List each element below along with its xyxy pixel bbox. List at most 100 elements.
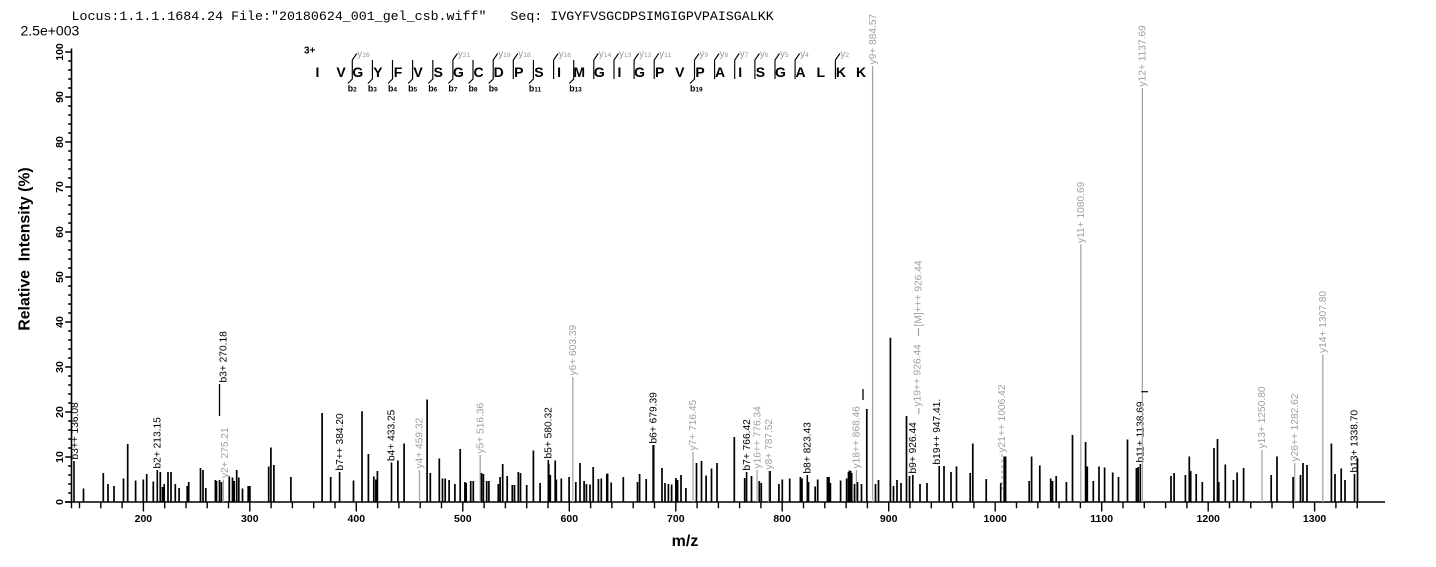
svg-text:K: K <box>856 64 866 80</box>
svg-text:b11+ 1138.69: b11+ 1138.69 <box>1136 401 1147 462</box>
svg-text:P: P <box>514 64 523 80</box>
svg-text:b7: b7 <box>448 84 457 94</box>
svg-text:G: G <box>594 64 605 80</box>
svg-text:I: I <box>738 64 742 80</box>
svg-text:Relative Intensity (%): Relative Intensity (%) <box>17 167 34 330</box>
svg-text:y13: y13 <box>619 49 632 60</box>
svg-text:V: V <box>675 64 685 80</box>
svg-text:b6+ 679.39: b6+ 679.39 <box>649 392 660 444</box>
svg-text:y14+ 1307.80: y14+ 1307.80 <box>1318 291 1329 353</box>
svg-text:b5: b5 <box>408 84 417 94</box>
svg-text:b7++ 384.20: b7++ 384.20 <box>335 413 346 471</box>
svg-text:y16: y16 <box>559 49 572 60</box>
svg-text:60: 60 <box>54 226 66 238</box>
svg-text:C: C <box>473 64 483 80</box>
svg-text:y9: y9 <box>700 49 709 60</box>
svg-text:y2+ 275.21: y2+ 275.21 <box>220 427 231 478</box>
svg-text:b4: b4 <box>388 84 397 94</box>
svg-text:y12: y12 <box>639 49 652 60</box>
svg-text:G: G <box>352 64 363 80</box>
svg-text:80: 80 <box>54 136 66 148</box>
svg-text:y2: y2 <box>840 49 849 60</box>
svg-text:200: 200 <box>135 513 153 525</box>
svg-text:1100: 1100 <box>1090 513 1113 525</box>
svg-text:y11+ 1080.69: y11+ 1080.69 <box>1076 181 1087 243</box>
svg-text:b19: b19 <box>690 84 703 94</box>
svg-text:b3: b3 <box>368 84 377 94</box>
svg-text:G: G <box>634 64 645 80</box>
svg-text:V: V <box>413 64 423 80</box>
svg-text:100: 100 <box>54 43 66 61</box>
svg-text:Locus:1.1.1.1684.24 File:"2018: Locus:1.1.1.1684.24 File:"20180624_001_g… <box>72 9 774 24</box>
svg-text:y16++ 776.34: y16++ 776.34 <box>752 406 763 469</box>
svg-text:D: D <box>494 64 504 80</box>
svg-text:800: 800 <box>773 513 791 525</box>
svg-text:P: P <box>655 64 664 80</box>
svg-text:b6: b6 <box>428 84 437 94</box>
svg-text:y21++ 1006.42: y21++ 1006.42 <box>997 384 1008 452</box>
svg-text:1300: 1300 <box>1303 513 1327 525</box>
svg-text:3+: 3+ <box>304 46 316 57</box>
svg-text:y18++ 868.46: y18++ 868.46 <box>852 406 863 469</box>
svg-text:y26++ 1282.62: y26++ 1282.62 <box>1290 393 1301 461</box>
svg-text:0: 0 <box>54 499 66 505</box>
svg-text:G: G <box>775 64 786 80</box>
svg-text:b3++ 136.08: b3++ 136.08 <box>70 402 81 460</box>
svg-text:V: V <box>336 64 346 80</box>
svg-text:600: 600 <box>561 513 579 525</box>
svg-text:b4+ 433.25: b4+ 433.25 <box>387 409 398 461</box>
svg-text:700: 700 <box>667 513 685 525</box>
svg-text:400: 400 <box>348 513 366 525</box>
svg-text:y4+ 459.32: y4+ 459.32 <box>415 417 426 468</box>
svg-text:y6+ 603.39: y6+ 603.39 <box>568 324 579 375</box>
svg-text:M: M <box>573 64 585 80</box>
svg-text:y8+ 787.52: y8+ 787.52 <box>764 418 775 469</box>
svg-text:S: S <box>756 64 765 80</box>
svg-text:K: K <box>836 64 846 80</box>
svg-text:y8: y8 <box>720 49 729 60</box>
svg-text:m/z: m/z <box>672 533 699 550</box>
svg-text:b19++ 947.41.: b19++ 947.41. <box>932 399 943 465</box>
svg-text:40: 40 <box>54 316 66 328</box>
svg-text:y7+ 716.45: y7+ 716.45 <box>688 399 699 450</box>
svg-text:b8+ 823.43: b8+ 823.43 <box>803 422 814 474</box>
svg-text:b2: b2 <box>348 84 357 94</box>
svg-text:1200: 1200 <box>1197 513 1221 525</box>
svg-text:b9+ 926.44: b9+ 926.44 <box>908 422 919 474</box>
svg-text:2.5e+003: 2.5e+003 <box>21 23 80 39</box>
svg-text:b9: b9 <box>489 84 498 94</box>
svg-text:b5+ 580.32: b5+ 580.32 <box>544 407 555 459</box>
svg-text:b13: b13 <box>569 84 582 94</box>
svg-text:b11: b11 <box>529 84 542 94</box>
svg-text:300: 300 <box>241 513 259 525</box>
svg-text:y5+ 516.36: y5+ 516.36 <box>475 402 486 453</box>
svg-text:S: S <box>434 64 443 80</box>
svg-text:y13+ 1250.80: y13+ 1250.80 <box>1257 386 1268 448</box>
svg-text:500: 500 <box>454 513 472 525</box>
svg-text:y6: y6 <box>760 49 769 60</box>
svg-text:70: 70 <box>54 181 66 193</box>
svg-text:1000: 1000 <box>984 513 1008 525</box>
svg-text:b8: b8 <box>469 84 478 94</box>
svg-text:10: 10 <box>54 451 66 463</box>
svg-text:b3+ 270.18: b3+ 270.18 <box>219 331 230 383</box>
svg-text:50: 50 <box>54 271 66 283</box>
svg-text:y26: y26 <box>357 49 370 60</box>
svg-text:900: 900 <box>880 513 898 525</box>
svg-text:S: S <box>534 64 543 80</box>
svg-text:I: I <box>618 64 622 80</box>
svg-text:y9+ 884.57: y9+ 884.57 <box>868 13 879 64</box>
svg-text:y19: y19 <box>498 49 511 60</box>
svg-text:30: 30 <box>54 361 66 373</box>
svg-text:b7+ 766.42: b7+ 766.42 <box>742 419 753 471</box>
svg-text:y14: y14 <box>599 49 612 60</box>
svg-text:Y: Y <box>373 64 383 80</box>
svg-text:b2+ 213.15: b2+ 213.15 <box>153 417 164 469</box>
svg-text:F: F <box>394 64 403 80</box>
svg-text:I: I <box>316 64 320 80</box>
svg-text:P: P <box>695 64 704 80</box>
svg-text:y18: y18 <box>518 49 531 60</box>
svg-text:[M]+++ 926.44: [M]+++ 926.44 <box>914 260 925 326</box>
svg-text:y12+ 1137.69: y12+ 1137.69 <box>1138 25 1149 87</box>
svg-text:y19++ 926.44: y19++ 926.44 <box>913 344 924 407</box>
